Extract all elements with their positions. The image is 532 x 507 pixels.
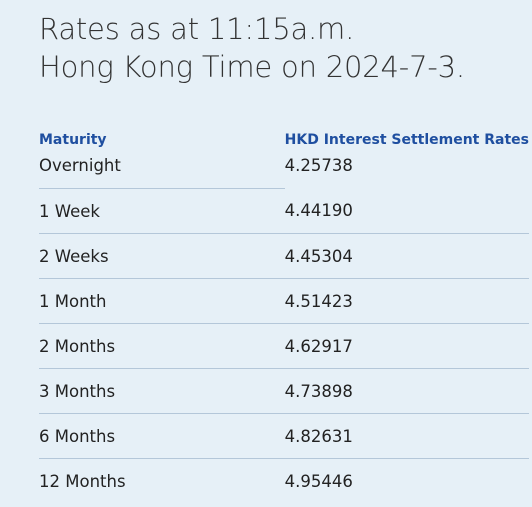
rate-cell: 4.25738: [284, 156, 353, 175]
maturity-cell: 6 Months: [39, 413, 285, 459]
table-row: 3 Months 4.73898: [39, 368, 529, 414]
maturity-cell: 2 Months: [39, 323, 285, 369]
maturity-cell: 1 Month: [39, 278, 285, 324]
title-line-2: Hong Kong Time on 2024-7-3.: [39, 50, 465, 84]
maturity-cell: 12 Months: [39, 471, 126, 491]
maturity-cell: Overnight: [39, 154, 285, 189]
rates-table: Maturity HKD Interest Settlement Rates O…: [39, 124, 529, 503]
table-row: 2 Weeks 4.45304: [39, 233, 529, 279]
rate-cell: 4.73898: [284, 368, 529, 414]
column-header-maturity: Maturity: [39, 132, 107, 148]
rate-cell: 4.51423: [284, 278, 529, 324]
rate-cell: 4.82631: [284, 413, 529, 459]
table-row: 1 Month 4.51423: [39, 278, 529, 324]
maturity-cell: 2 Weeks: [39, 233, 285, 279]
maturity-cell: 1 Week: [39, 188, 285, 234]
table-row: Overnight 4.25738: [39, 154, 529, 189]
page-title: Rates as at 11:15a.m. Hong Kong Time on …: [39, 10, 519, 86]
table-row: 2 Months 4.62917: [39, 323, 529, 369]
table-row: 12 Months 4.95446: [39, 459, 529, 504]
column-header-rate: HKD Interest Settlement Rates: [284, 132, 529, 148]
table-row: 1 Week 4.44190: [39, 188, 529, 234]
table-row: 6 Months 4.82631: [39, 413, 529, 459]
title-line-1: Rates as at 11:15a.m.: [39, 12, 355, 46]
rate-cell: 4.45304: [284, 233, 529, 279]
table-header-row: Maturity HKD Interest Settlement Rates: [39, 124, 529, 154]
maturity-cell: 3 Months: [39, 368, 285, 414]
rate-cell: 4.44190: [284, 188, 529, 234]
rate-cell: 4.62917: [284, 323, 529, 369]
rate-cell: 4.95446: [284, 471, 353, 491]
